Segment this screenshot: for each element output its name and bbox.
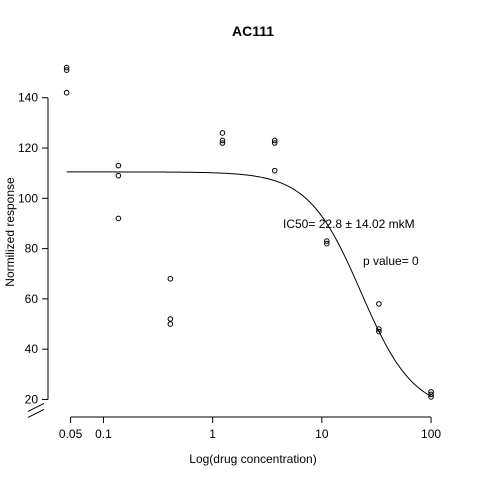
data-point [323,240,330,247]
y-axis-label: Normilized response [3,177,17,287]
data-point [167,321,174,327]
x-tick-label: 100 [421,427,441,441]
data-point [376,328,382,335]
data-point [271,140,278,146]
fit-curve-layer [66,171,432,397]
chart-title: AC111 [232,23,274,39]
data-point [115,215,122,222]
fit-curve [66,171,432,397]
x-tick-label: 10 [315,427,329,441]
data-point [167,275,174,282]
x-tick-label: 1 [209,427,216,441]
data-point [271,167,278,174]
x-axis-label: Log(drug concentration) [189,452,316,466]
data-point [376,301,382,307]
y-tick-label: 100 [18,191,38,205]
data-point [219,130,226,136]
data-point [219,137,226,144]
data-point [428,391,434,398]
data-points [63,64,434,400]
data-point [115,162,122,169]
axes: 20 40 60 80 100 120 140 0.05 0.1 1 10 100 [18,91,441,441]
data-point [271,137,278,144]
y-axis-break-mark [27,409,45,418]
y-tick-label: 120 [18,141,38,155]
p-value-annotation: p value= 0 [363,254,419,268]
ic50-annotation: IC50= 22.8 ± 14.02 mkM [283,217,415,231]
y-tick-label: 80 [25,242,39,256]
y-tick-label: 140 [18,91,38,105]
data-point [428,394,434,400]
y-tick-label: 40 [25,342,39,356]
data-point [323,238,330,244]
data-point [63,64,70,71]
data-point [115,172,122,179]
y-axis-break-mark [27,403,45,412]
y-tick-label: 20 [25,392,39,406]
data-point [63,67,70,73]
x-tick-label: 0.1 [95,427,112,441]
y-tick-label: 60 [25,292,39,306]
data-point [63,89,70,96]
x-tick-label: 0.05 [59,427,83,441]
data-point [219,140,226,146]
data-point [376,326,382,332]
